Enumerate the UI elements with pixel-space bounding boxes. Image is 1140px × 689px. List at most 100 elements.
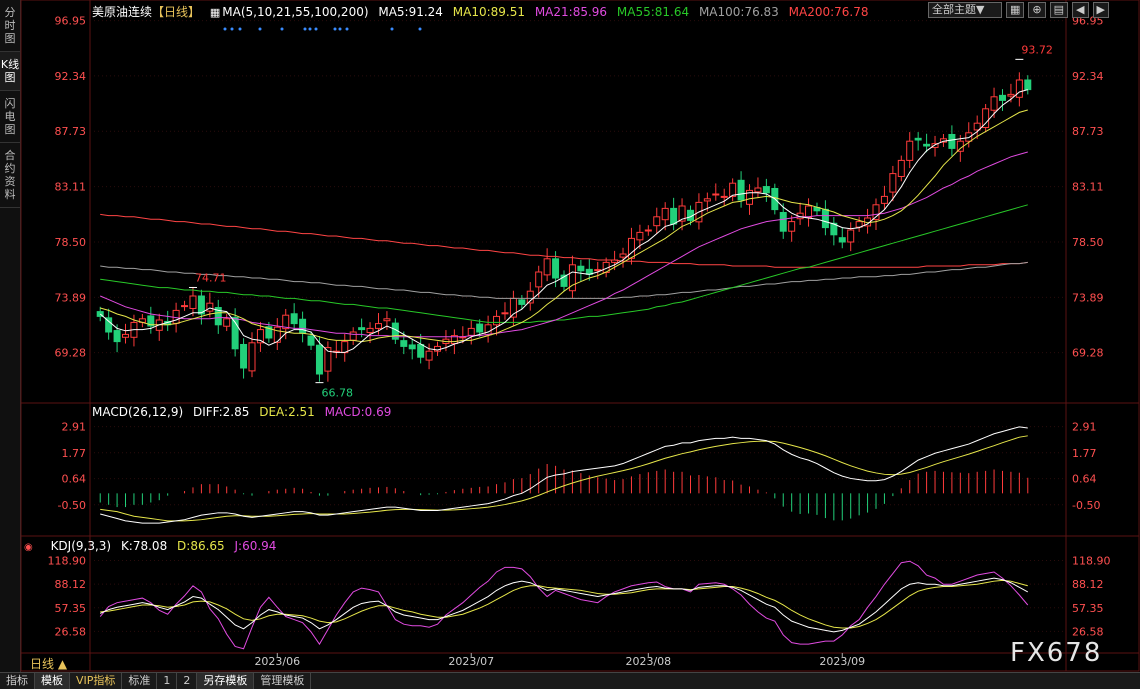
price-tick-right: 83.11 bbox=[1072, 181, 1104, 194]
candle-body bbox=[476, 323, 484, 333]
kdj-d: D:86.65 bbox=[177, 539, 225, 553]
bottom-toolbar: 指标 模板 VIP指标 标准 1 2 另存模板 管理模板 bbox=[0, 672, 1140, 689]
kdj-k-line bbox=[100, 577, 1029, 633]
candle-body bbox=[484, 324, 492, 336]
candle-body bbox=[543, 258, 551, 276]
candle-body bbox=[990, 96, 998, 111]
candle-body bbox=[290, 313, 298, 325]
candle-body bbox=[214, 307, 222, 326]
price-tick-left: 96.95 bbox=[55, 15, 87, 28]
price-tick-right: 69.28 bbox=[1072, 347, 1104, 360]
candle-body bbox=[493, 315, 501, 326]
back-icon[interactable]: ◀ bbox=[1072, 2, 1089, 18]
kdj-tick-right: 118.90 bbox=[1072, 555, 1111, 568]
event-dot bbox=[338, 27, 342, 31]
macd-tick-left: 1.77 bbox=[62, 447, 87, 460]
candle-body bbox=[729, 182, 737, 197]
candle-body bbox=[703, 198, 711, 202]
manage-templates-button[interactable]: 管理模板 bbox=[254, 673, 312, 689]
grid2-icon[interactable]: ▤ bbox=[1049, 2, 1069, 18]
tab-kline[interactable]: K线图 bbox=[0, 52, 20, 91]
theme-select[interactable]: 全部主题▼ bbox=[928, 2, 1002, 18]
ma5-value: MA5:91.24 bbox=[378, 5, 443, 19]
tab-indicators[interactable]: 指标 bbox=[0, 673, 35, 689]
event-dot bbox=[333, 27, 337, 31]
candle-body bbox=[847, 229, 855, 243]
extreme-label: 74.71 bbox=[195, 271, 227, 284]
candle-body bbox=[122, 333, 130, 338]
price-tick-left: 92.34 bbox=[55, 70, 87, 83]
candle-body bbox=[552, 258, 560, 279]
candle-body bbox=[324, 347, 332, 372]
macd-tick-right: 0.64 bbox=[1072, 473, 1097, 486]
tab-contract-info[interactable]: 合约资料 bbox=[0, 143, 20, 208]
forward-icon[interactable]: ▶ bbox=[1092, 2, 1109, 18]
ma-settings-icon[interactable]: ▦ bbox=[209, 6, 221, 19]
tab-vip-indicators[interactable]: VIP指标 bbox=[70, 673, 123, 689]
candle-body bbox=[467, 327, 475, 336]
candle-body bbox=[661, 207, 669, 221]
price-tick-left: 69.28 bbox=[55, 347, 87, 360]
kdj-tick-left: 57.35 bbox=[55, 602, 87, 615]
price-tick-right: 87.73 bbox=[1072, 125, 1104, 138]
candle-body bbox=[366, 327, 374, 333]
macd-diff: DIFF:2.85 bbox=[192, 405, 250, 419]
kdj-header: ◉ KDJ(9,3,3) K:78.08 D:86.65 J:60.94 bbox=[24, 539, 282, 553]
candle-body bbox=[181, 305, 189, 308]
candle-body bbox=[619, 253, 627, 258]
candle-body bbox=[805, 205, 813, 219]
price-tick-left: 83.11 bbox=[55, 181, 87, 194]
candle-body bbox=[889, 173, 897, 193]
x-tick-label: 2023/08 bbox=[625, 655, 671, 668]
ma55-value: MA55:81.64 bbox=[616, 5, 690, 19]
candle-body bbox=[594, 269, 602, 272]
ma10-value: MA10:89.51 bbox=[452, 5, 525, 19]
candle-body bbox=[906, 140, 914, 161]
ma200-line bbox=[100, 213, 1028, 268]
macd-diff-line bbox=[100, 426, 1028, 524]
price-tick-left: 73.89 bbox=[55, 291, 87, 304]
tab-layout-2[interactable]: 2 bbox=[177, 673, 198, 689]
ma55-line bbox=[100, 204, 1028, 323]
event-dot bbox=[230, 27, 234, 31]
tab-layout-1[interactable]: 1 bbox=[157, 673, 178, 689]
grid-icon[interactable]: ▦ bbox=[1006, 2, 1025, 18]
candle-body bbox=[754, 187, 762, 193]
event-dot bbox=[280, 27, 284, 31]
kdj-tick-right: 26.58 bbox=[1072, 625, 1104, 638]
zoom-icon[interactable]: ⊕ bbox=[1028, 2, 1046, 18]
candle-body bbox=[231, 316, 239, 350]
macd-tick-right: 1.77 bbox=[1072, 447, 1097, 460]
macd-dea-line bbox=[100, 435, 1028, 522]
candle-body bbox=[568, 264, 576, 292]
tab-standard[interactable]: 标准 bbox=[122, 673, 158, 689]
ma10-line bbox=[100, 109, 1028, 343]
save-template-button[interactable]: 另存模板 bbox=[197, 673, 255, 689]
tab-timeshare[interactable]: 分时图 bbox=[0, 0, 20, 52]
chart-frame bbox=[20, 0, 1140, 672]
kdj-tick-left: 88.12 bbox=[55, 578, 87, 591]
candle-body bbox=[1007, 93, 1015, 97]
candle-body bbox=[400, 340, 408, 347]
candle-body bbox=[374, 323, 382, 329]
period-selector[interactable]: 日线 ▲ bbox=[30, 657, 68, 671]
candle-body bbox=[307, 335, 315, 346]
kdj-tick-left: 118.90 bbox=[48, 555, 87, 568]
candle-body bbox=[1015, 79, 1023, 98]
candle-body bbox=[973, 122, 981, 131]
candle-body bbox=[762, 186, 770, 194]
candle-body bbox=[265, 326, 273, 339]
candle-body bbox=[720, 195, 728, 198]
candle-body bbox=[998, 94, 1006, 101]
candle-body bbox=[670, 207, 678, 225]
price-tick-right: 78.50 bbox=[1072, 236, 1104, 249]
macd-header: MACD(26,12,9) DIFF:2.85 DEA:2.51 MACD:0.… bbox=[92, 405, 397, 419]
candle-body bbox=[383, 318, 391, 322]
candle-body bbox=[737, 179, 745, 201]
tab-flash[interactable]: 闪电图 bbox=[0, 91, 20, 143]
kdj-settings-icon[interactable]: ◉ bbox=[24, 542, 33, 553]
candle-body bbox=[712, 193, 720, 196]
event-dot bbox=[314, 27, 318, 31]
tab-templates[interactable]: 模板 bbox=[35, 673, 70, 689]
